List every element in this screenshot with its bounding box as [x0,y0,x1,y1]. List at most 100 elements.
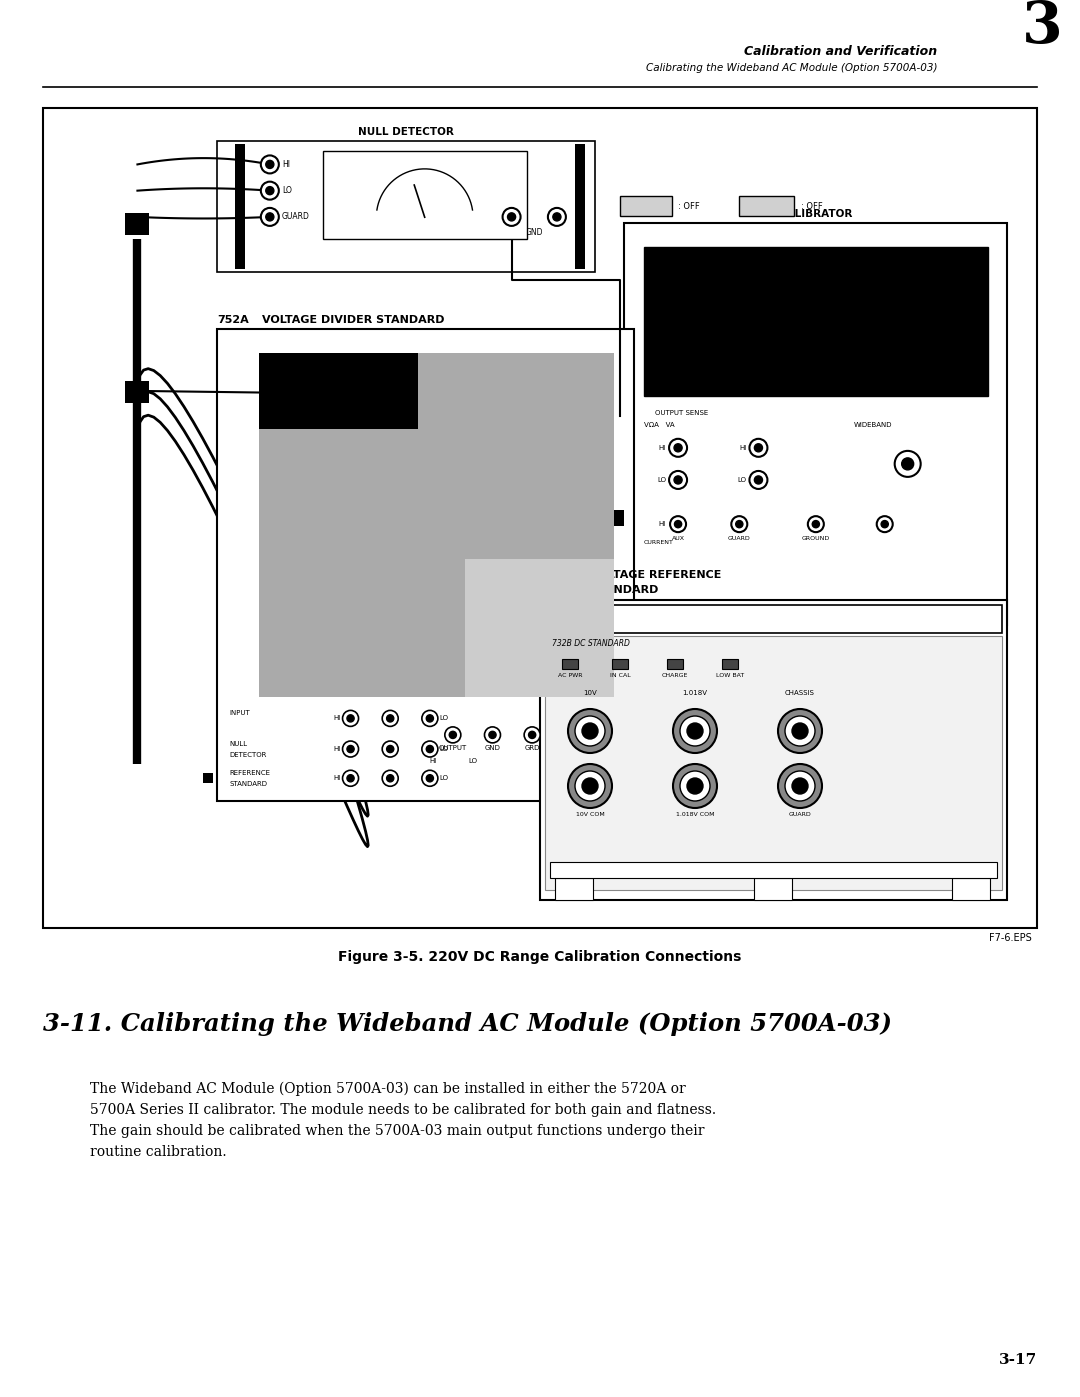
Text: VOLTAGE REFERENCE: VOLTAGE REFERENCE [590,570,721,580]
Text: GUARD: GUARD [788,812,811,817]
Text: STANDARD: STANDARD [229,781,268,788]
Circle shape [553,212,561,221]
Text: CHASSIS: CHASSIS [785,690,815,696]
Text: 10V: 10V [583,690,597,696]
Circle shape [449,731,457,739]
Circle shape [548,208,566,226]
Circle shape [427,775,433,782]
Text: GND: GND [485,745,500,752]
Text: AUX: AUX [672,536,685,541]
Circle shape [568,764,612,807]
Circle shape [261,182,279,200]
Circle shape [382,740,399,757]
Text: HI: HI [334,715,340,721]
Bar [562,659,578,669]
Circle shape [427,746,433,753]
Circle shape [582,778,598,793]
Text: HI: HI [659,521,666,527]
Text: INPUT: INPUT [229,711,251,717]
Text: OUTPUT: OUTPUT [438,745,467,752]
Bar [620,197,672,217]
Text: 1.018V: 1.018V [683,690,707,696]
Circle shape [575,771,605,800]
Circle shape [387,775,394,782]
Circle shape [508,212,515,221]
Circle shape [266,161,274,169]
Text: 5700A Series II calibrator. The module needs to be calibrated for both gain and : 5700A Series II calibrator. The module n… [90,1104,716,1118]
Circle shape [680,771,710,800]
Circle shape [687,724,703,739]
Text: LOW BAT: LOW BAT [716,673,744,678]
Bar [612,659,627,669]
Text: The gain should be calibrated when the 5700A-03 main output functions undergo th: The gain should be calibrated when the 5… [90,1125,704,1139]
Bar [464,559,613,697]
Text: HI: HI [429,759,436,764]
Text: HI: HI [739,444,746,451]
Text: : OFF: : OFF [800,203,823,211]
Text: Calibration and Verification: Calibration and Verification [744,45,937,59]
Bar [43,108,1037,928]
Text: F7-6.EPS: F7-6.EPS [989,933,1032,943]
Circle shape [347,715,354,722]
Bar [953,877,990,900]
Bar [644,247,988,395]
Text: GROUND: GROUND [801,536,829,541]
Circle shape [750,471,768,489]
Text: The Wideband AC Module (Option 5700A-03) can be installed in either the 5720A or: The Wideband AC Module (Option 5700A-03)… [90,1083,686,1097]
Bar [545,636,1002,890]
Text: 3: 3 [1022,0,1063,54]
Text: FLUKE: FLUKE [754,615,793,624]
Text: STANDARD: STANDARD [590,585,659,595]
Circle shape [670,515,686,532]
Bar [545,605,1002,633]
Circle shape [347,775,354,782]
Bar [667,659,683,669]
Circle shape [261,208,279,226]
Text: 3-11. Calibrating the Wideband AC Module (Option 5700A-03): 3-11. Calibrating the Wideband AC Module… [43,1011,892,1037]
Circle shape [881,521,889,528]
Circle shape [778,764,822,807]
Circle shape [808,515,824,532]
Text: REFERENCE: REFERENCE [229,770,270,777]
Bar [259,353,418,429]
Text: : OFF: : OFF [677,203,699,211]
Circle shape [422,770,437,787]
Text: LO: LO [469,759,477,764]
Text: GUARD: GUARD [282,212,310,221]
Circle shape [673,710,717,753]
Circle shape [673,764,717,807]
Circle shape [680,717,710,746]
Circle shape [524,726,540,743]
Bar [555,877,593,900]
Text: 752A: 752A [217,316,248,326]
Circle shape [687,778,703,793]
Bar [754,877,792,900]
Bar [723,659,738,669]
Text: LO: LO [440,746,449,752]
Text: NULL DETECTOR: NULL DETECTOR [357,127,454,137]
Text: GRD: GRD [525,745,540,752]
Bar [323,151,527,239]
Circle shape [674,476,683,483]
Text: LO: LO [738,476,746,483]
Circle shape [422,740,437,757]
Circle shape [298,387,314,402]
Circle shape [382,711,399,726]
Circle shape [427,715,433,722]
Bar [550,862,997,877]
Text: IN CAL: IN CAL [609,673,631,678]
Circle shape [445,726,461,743]
Text: Calibrating the Wideband AC Module (Option 5700A-03): Calibrating the Wideband AC Module (Opti… [646,63,937,73]
Text: HI: HI [334,775,340,781]
Text: routine calibration.: routine calibration. [90,1146,227,1160]
Circle shape [342,711,359,726]
Circle shape [261,155,279,173]
Bar [217,141,595,272]
Circle shape [812,521,820,528]
Circle shape [387,715,394,722]
Circle shape [755,444,762,451]
Bar [739,197,794,217]
Text: VOLTAGE DIVIDER STANDARD: VOLTAGE DIVIDER STANDARD [262,316,445,326]
Text: VΩA   VA: VΩA VA [644,422,674,427]
Text: LO: LO [657,476,666,483]
